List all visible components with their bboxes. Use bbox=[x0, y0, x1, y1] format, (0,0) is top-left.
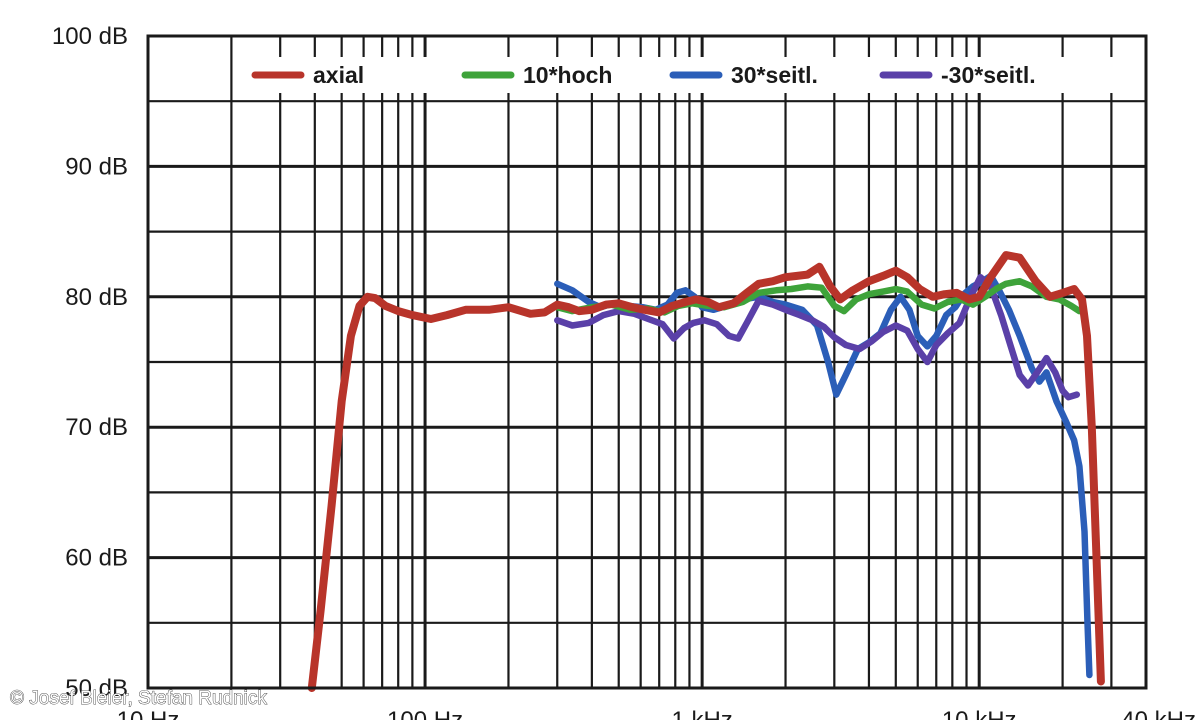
y-tick-label: 50 dB bbox=[65, 675, 128, 702]
legend-label: 30*seitl. bbox=[731, 62, 818, 88]
series-line-axial bbox=[307, 251, 1105, 692]
legend-label: axial bbox=[313, 62, 364, 88]
x-tick-label: 10 kHz bbox=[942, 707, 1017, 720]
legend-label: 10*hoch bbox=[523, 62, 612, 88]
x-tick-label: 10 Hz bbox=[117, 707, 180, 720]
y-axis-ticks: 50 dB 60 dB 70 dB 80 dB 90 dB 100 dB bbox=[52, 23, 128, 702]
legend: axial 10*hoch 30*seitl. -30*seitl. bbox=[249, 57, 1125, 93]
y-tick-label: 90 dB bbox=[65, 153, 128, 180]
plot-border bbox=[146, 34, 1148, 690]
legend-label: -30*seitl. bbox=[941, 62, 1036, 88]
legend-item: 30*seitl. bbox=[667, 57, 897, 93]
legend-item: -30*seitl. bbox=[877, 57, 1125, 93]
x-axis-ticks: 10 Hz 100 Hz 1 kHz 10 kHz 40 kHz bbox=[117, 707, 1196, 720]
series-layer bbox=[307, 251, 1105, 692]
y-tick-label: 100 dB bbox=[52, 23, 128, 50]
copyright-notice: © Josef Bleier, Stefan Rudnick bbox=[10, 688, 267, 709]
x-tick-label: 100 Hz bbox=[387, 707, 463, 720]
series-line-30-seitl bbox=[554, 273, 1081, 401]
y-tick-label: 80 dB bbox=[65, 284, 128, 311]
y-tick-label: 70 dB bbox=[65, 414, 128, 441]
y-tick-label: 60 dB bbox=[65, 545, 128, 572]
x-tick-label: 40 kHz bbox=[1121, 707, 1196, 720]
x-tick-label: 1 kHz bbox=[671, 707, 732, 720]
legend-item: 10*hoch bbox=[459, 57, 687, 93]
legend-item: axial bbox=[249, 57, 427, 93]
